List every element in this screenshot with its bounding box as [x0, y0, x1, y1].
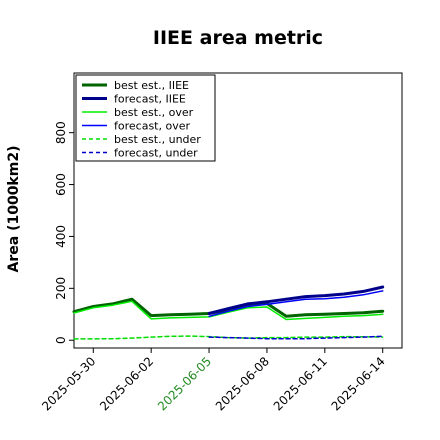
y-tick-label: 800 [54, 121, 68, 144]
y-axis-label: Area (1000km2) [6, 146, 22, 273]
chart-title: IIEE area metric [153, 27, 323, 49]
x-tick-label: 2025-06-05 [155, 354, 214, 413]
y-axis: 0 200 400 600 800 [54, 121, 74, 344]
legend-box [75, 74, 216, 162]
x-tick-label: 2025-06-14 [329, 354, 388, 413]
legend-entry: forecast, over [114, 120, 190, 133]
legend-entry: best est., over [114, 106, 194, 119]
plot-area [73, 72, 403, 349]
y-tick-label: 600 [54, 173, 68, 196]
series-layer [72, 285, 385, 340]
legend-entry: forecast, under [114, 147, 198, 160]
y-tick-label: 200 [54, 277, 68, 300]
x-axis: 2025-05-302025-06-022025-06-052025-06-08… [39, 348, 388, 413]
series-line [208, 335, 384, 340]
x-tick-label: 2025-05-30 [39, 354, 98, 413]
y-tick-label: 400 [54, 225, 68, 248]
x-tick-label: 2025-06-11 [271, 354, 330, 413]
series-line [207, 285, 385, 315]
legend-entry: best est., IIEE [114, 79, 189, 92]
x-tick-label: 2025-06-02 [97, 354, 156, 413]
series-line [73, 335, 384, 340]
y-tick-label: 0 [54, 336, 68, 344]
series-line [73, 300, 384, 321]
x-tick-label: 2025-06-08 [213, 354, 272, 413]
legend-entry: best est., under [114, 133, 201, 146]
legend-entry: forecast, IIEE [114, 93, 186, 106]
series-line [208, 290, 384, 318]
